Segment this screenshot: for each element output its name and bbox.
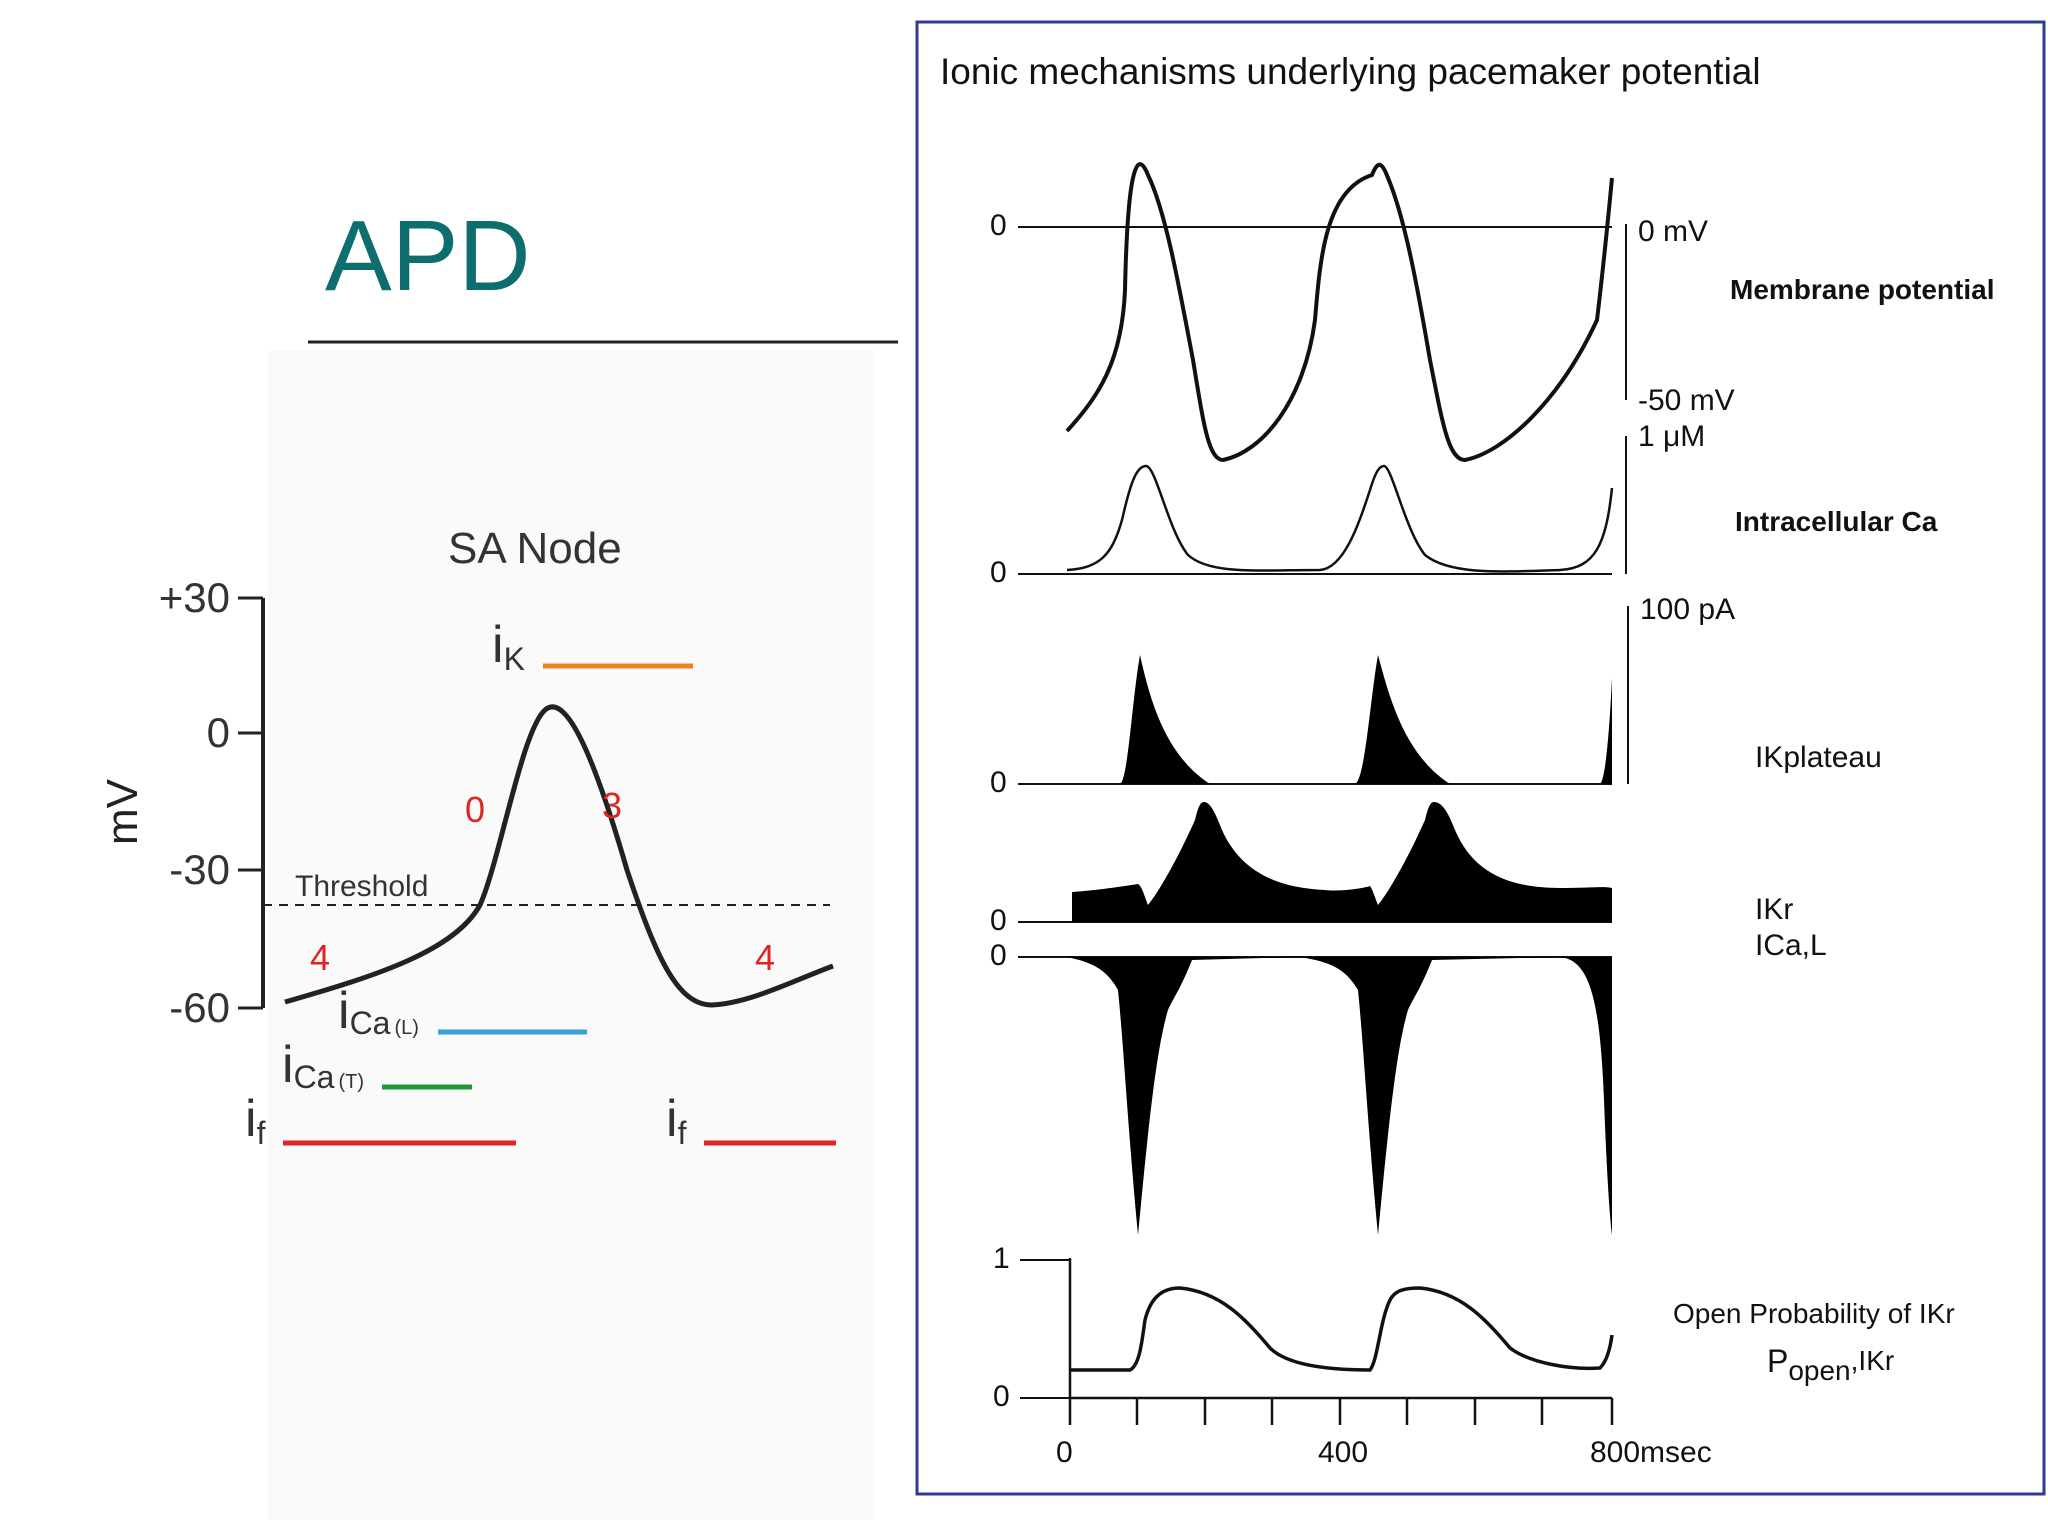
sa-ytick-label: 0: [207, 709, 230, 756]
ical-label: ICa,L: [1755, 929, 1827, 962]
sa-action-potential: [284, 704, 834, 1008]
ikplateau-scale-top: 100 pA: [1640, 593, 1735, 626]
sa-ytick-label: +30: [159, 574, 230, 621]
phase-label-4: 4: [310, 937, 330, 978]
slide-title: APD: [325, 200, 531, 312]
threshold-label: Threshold: [295, 870, 428, 903]
calcium-trace: [1066, 464, 1614, 573]
membrane-scale-bottom: -50 mV: [1638, 384, 1735, 417]
ikr-label: IKr: [1755, 893, 1793, 926]
membrane-scale-top: 0 mV: [1638, 215, 1708, 248]
ical-trace: [1067, 957, 1612, 1235]
popen-symbol: Popen,IKr: [1767, 1343, 1894, 1386]
membrane-potential-trace: [1065, 162, 1614, 463]
membrane-label: Membrane potential: [1730, 274, 1994, 305]
ikr-trace: [1072, 802, 1612, 922]
x-tick-label: 800msec: [1590, 1436, 1712, 1469]
ikr-zero-label: 0: [990, 904, 1007, 937]
popen-label: Open Probability of IKr: [1673, 1298, 1955, 1329]
membrane-zero-label: 0: [990, 209, 1007, 242]
x-ticks: [1068, 1398, 1614, 1425]
current-if-label: if: [245, 1090, 266, 1151]
calcium-label: Intracellular Ca: [1735, 506, 1938, 537]
ikplateau-label: IKplateau: [1755, 741, 1882, 774]
current-ica-t-label: iCa (T): [282, 1036, 364, 1095]
popen-ytick-0: 0: [993, 1380, 1010, 1413]
sa-ytick-label: -60: [169, 984, 230, 1031]
phase-label-0: 0: [465, 789, 485, 830]
x-tick-label: 0: [1056, 1436, 1073, 1469]
popen-ytick-1: 1: [993, 1242, 1010, 1275]
ikplateau-zero-label: 0: [990, 766, 1007, 799]
sa-ylabel: mV: [98, 778, 147, 845]
current-ica-l-label: iCa (L): [338, 982, 419, 1041]
ionic-panel-title: Ionic mechanisms underlying pacemaker po…: [940, 51, 1761, 92]
ionic-panel-frame: [915, 20, 2046, 1496]
phase-label-4: 4: [755, 937, 775, 978]
popen-trace: [1070, 1286, 1614, 1372]
current-if-label: if: [666, 1090, 687, 1151]
sa-node-title: SA Node: [448, 524, 622, 573]
sa-node-panel-bg: [268, 350, 873, 1520]
calcium-scale-top: 1 μM: [1638, 420, 1705, 453]
current-ik-label: iK: [492, 616, 525, 677]
phase-label-3: 3: [602, 785, 622, 826]
calcium-zero-label: 0: [990, 556, 1007, 589]
x-tick-label: 400: [1318, 1436, 1368, 1469]
ical-zero-label: 0: [990, 939, 1007, 972]
sa-ytick-label: -30: [169, 846, 230, 893]
